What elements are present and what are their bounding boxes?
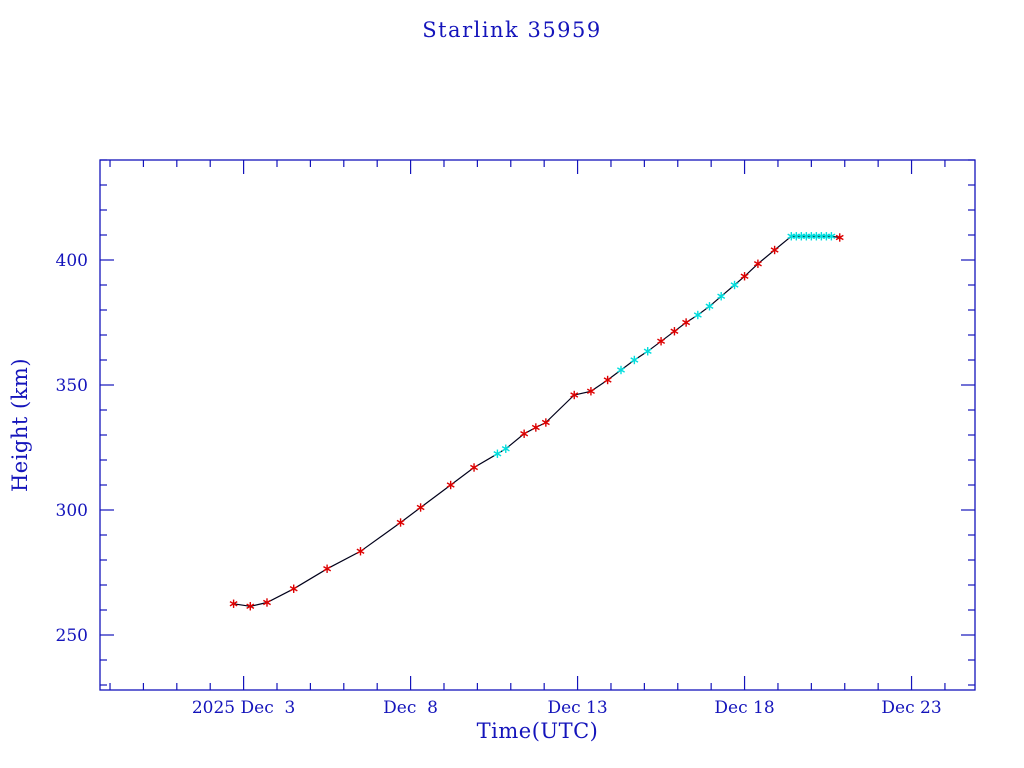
data-point-marker-red <box>657 337 666 346</box>
data-point-marker-red <box>520 429 529 438</box>
data-point-marker-cyan <box>630 355 639 365</box>
data-point-marker-red <box>289 584 298 593</box>
data-point-marker-red <box>740 272 749 281</box>
data-point-marker-red <box>670 327 679 336</box>
data-point-marker-red <box>682 318 691 327</box>
data-point-marker-red <box>446 480 455 490</box>
data-point-marker-red <box>396 518 405 527</box>
data-point-marker-red <box>323 564 332 573</box>
data-point-marker-red <box>570 390 579 400</box>
data-point-marker-cyan <box>827 232 836 241</box>
data-point-marker-cyan <box>643 347 652 356</box>
data-point-marker-red <box>262 598 271 607</box>
x-tick-label: 2025 Dec 3 <box>192 698 296 718</box>
x-tick-label: Dec 8 <box>383 698 438 718</box>
data-point-marker-cyan <box>501 444 510 453</box>
x-tick-label: Dec 13 <box>547 698 607 718</box>
data-point-marker-red <box>603 375 612 385</box>
y-tick-label: 300 <box>56 501 88 521</box>
y-tick-label: 400 <box>56 251 88 271</box>
x-tick-label: Dec 18 <box>714 698 774 718</box>
data-point-marker-cyan <box>493 449 502 458</box>
data-point-marker-red <box>541 418 550 427</box>
chart-title: Starlink 35959 <box>422 18 602 42</box>
data-point-marker-red <box>835 233 844 242</box>
data-point-marker-cyan <box>705 302 714 311</box>
data-point-marker-red <box>416 503 425 512</box>
plot-frame <box>99 159 976 691</box>
data-point-marker-red <box>470 463 479 472</box>
y-tick-label: 350 <box>56 376 88 396</box>
data-point-marker-cyan <box>693 310 702 320</box>
height-curve <box>233 235 840 607</box>
data-point-marker-red <box>229 599 238 608</box>
axis-ticks <box>100 159 975 690</box>
data-point-marker-cyan <box>617 365 625 375</box>
data-point-marker-red <box>586 387 595 396</box>
x-axis-label: Time(UTC) <box>476 719 599 743</box>
tick-labels: 2025 Dec 3 Dec 8 Dec 13 Dec 18 Dec 23 250 300 3… <box>56 251 942 718</box>
data-point-marker-red <box>531 423 540 432</box>
data-point-marker-red <box>356 547 365 556</box>
x-tick-label: Dec 23 <box>881 698 941 718</box>
data-point-marker-red <box>246 602 255 611</box>
data-point-marker-cyan <box>730 280 739 290</box>
data-point-marker-red <box>753 259 762 268</box>
data-point-marker-cyan <box>717 292 726 301</box>
y-tick-label: 250 <box>56 626 88 646</box>
data-point-marker-red <box>770 245 779 255</box>
